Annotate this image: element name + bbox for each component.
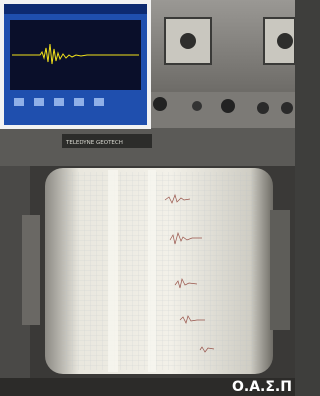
knob [221,99,235,113]
paper-grid [62,172,257,370]
paper-seam [108,170,118,372]
paper-seam [148,170,156,372]
inset-titlebar [4,4,147,14]
dial [277,33,293,49]
knob [257,102,269,114]
knob [281,102,293,114]
knob [153,97,167,111]
dial [180,33,196,49]
drum-bracket [22,215,40,325]
knob [192,101,202,111]
seismograph-photo: TELEDYNE GEOTECH Ο.Α.Σ.Π [0,0,295,396]
caption: Ο.Α.Σ.Π [232,379,292,395]
plate-label: TELEDYNE GEOTECH [65,140,123,146]
drum-bracket [270,210,290,330]
